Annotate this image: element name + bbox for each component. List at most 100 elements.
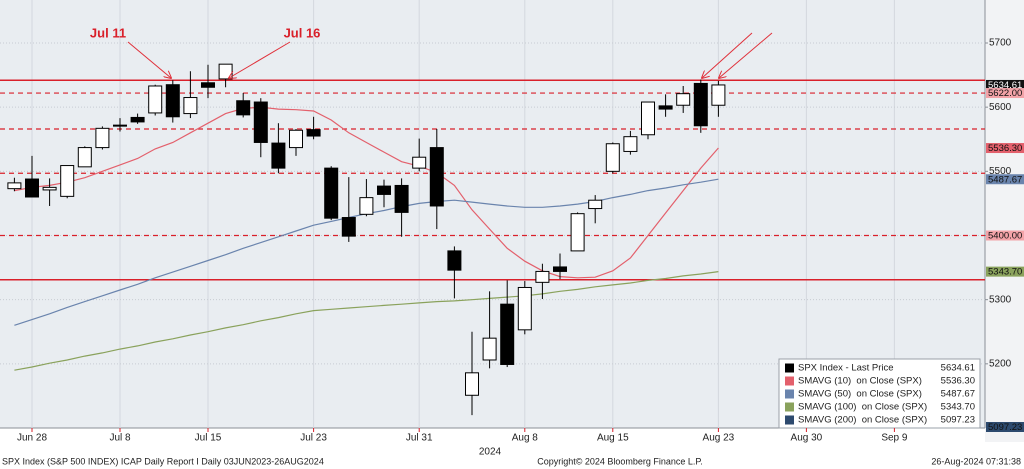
annotation: Jul 11	[90, 25, 126, 40]
candle-body	[588, 199, 603, 210]
candle-body	[183, 97, 198, 115]
moving-average-line	[14, 106, 719, 279]
candle-body	[535, 270, 550, 283]
value-box-label: 5634.61	[988, 80, 1022, 91]
arrow	[127, 41, 171, 78]
candle-body	[7, 182, 22, 190]
y-tick-label: 5700	[989, 38, 1012, 49]
candle-body	[236, 100, 251, 116]
candle-body	[306, 129, 321, 137]
value-box	[986, 266, 1024, 277]
candle-body	[377, 185, 391, 195]
annotation-arrows	[127, 32, 773, 78]
candle-body	[130, 116, 145, 123]
legend-value: 5536.30	[941, 376, 975, 387]
candle-body	[253, 101, 268, 143]
candle-body	[201, 82, 215, 88]
value-box-label: 5536.30	[988, 143, 1022, 154]
year-label: 2024	[479, 447, 502, 458]
value-box-label: 5400.00	[988, 231, 1022, 242]
candle-body	[711, 84, 726, 106]
x-tick-label: Aug 30	[791, 433, 823, 444]
value-box	[986, 230, 1024, 241]
footer-right: 26-Aug-2024 07:31:38	[931, 456, 1021, 466]
candle-body	[641, 101, 655, 136]
legend-box	[778, 358, 981, 429]
candle-body	[412, 156, 427, 169]
legend-swatch	[785, 389, 794, 399]
value-box-label: 5097.23	[988, 422, 1022, 433]
legend-label: SMAVG (10) on Close (SPX)	[798, 376, 922, 387]
candle-body	[95, 127, 110, 149]
candle-body	[60, 165, 75, 197]
legend-value: 5097.23	[941, 415, 975, 426]
x-tick-label: Aug 15	[597, 433, 629, 444]
candle-body	[148, 85, 163, 114]
legend-label: SMAVG (200) on Close (SPX)	[798, 415, 927, 426]
x-tick-label: Jul 8	[109, 433, 131, 444]
value-box-label: 5487.67	[988, 174, 1022, 185]
candle-body	[676, 93, 691, 106]
value-box	[986, 79, 1024, 90]
legend-swatch	[785, 363, 794, 373]
candle-body	[623, 136, 638, 152]
x-tick-label: Jul 15	[195, 433, 222, 444]
candle-body	[465, 372, 479, 396]
y-tick-label: 5300	[989, 294, 1012, 305]
x-tick-label: Aug 23	[703, 433, 735, 444]
candle-body	[570, 213, 585, 252]
candle-body	[394, 184, 409, 213]
value-box	[986, 88, 1024, 99]
x-tick-label: Jun 28	[17, 433, 47, 444]
annotation: Jul 16	[284, 25, 321, 40]
y-tick-label: 5600	[989, 102, 1012, 113]
moving-average-line	[14, 271, 719, 371]
footer-center: Copyright© 2024 Bloomberg Finance L.P.	[537, 456, 703, 466]
candle-body	[482, 337, 497, 361]
legend-swatch	[785, 376, 794, 386]
value-box-label: 5622.00	[988, 88, 1022, 99]
candle-body	[42, 186, 57, 191]
candle-body	[113, 124, 127, 127]
legend-value: 5634.61	[941, 363, 975, 374]
y-tick-label: 5500	[989, 166, 1012, 177]
legend-label: SMAVG (50) on Close (SPX)	[798, 389, 922, 400]
candle-body	[341, 217, 356, 237]
candle-body	[218, 63, 233, 80]
candle-body	[429, 147, 444, 207]
legend-label: SMAVG (100) on Close (SPX)	[798, 402, 927, 413]
x-tick-label: Jul 23	[300, 433, 327, 444]
x-tick-label: Sep 9	[881, 433, 908, 444]
candle-body	[605, 143, 620, 172]
x-tick-label: Jul 31	[406, 433, 433, 444]
value-box	[986, 174, 1024, 185]
candle-body	[447, 250, 462, 271]
value-box	[986, 143, 1024, 154]
candle-body	[165, 84, 180, 118]
candle-body	[324, 167, 339, 219]
x-tick-label: Aug 8	[512, 433, 539, 444]
legend-label: SPX Index - Last Price	[798, 363, 894, 374]
axis-panel	[985, 0, 1024, 442]
candle-body	[517, 286, 532, 331]
value-box	[986, 422, 1024, 432]
footer-left: SPX Index (S&P 500 INDEX) ICAP Daily Rep…	[2, 456, 324, 466]
candle-body	[25, 178, 39, 198]
arrow	[229, 41, 291, 78]
legend-swatch	[785, 402, 794, 412]
y-tick-label: 5200	[989, 358, 1012, 369]
candle-body	[289, 129, 303, 149]
legend-swatch	[785, 415, 794, 425]
arrow	[719, 32, 773, 78]
candle-body	[693, 82, 708, 127]
legend: SPX Index - Last Price 5634.61 SMAVG (10) …	[778, 358, 981, 429]
candle-body	[500, 303, 515, 365]
plot	[0, 0, 985, 428]
value-box-label: 5343.70	[988, 267, 1022, 278]
candle-body	[77, 147, 92, 168]
legend-value: 5487.67	[941, 389, 975, 400]
candle-body	[359, 197, 374, 215]
arrow	[702, 32, 753, 78]
candle-body	[658, 105, 673, 110]
